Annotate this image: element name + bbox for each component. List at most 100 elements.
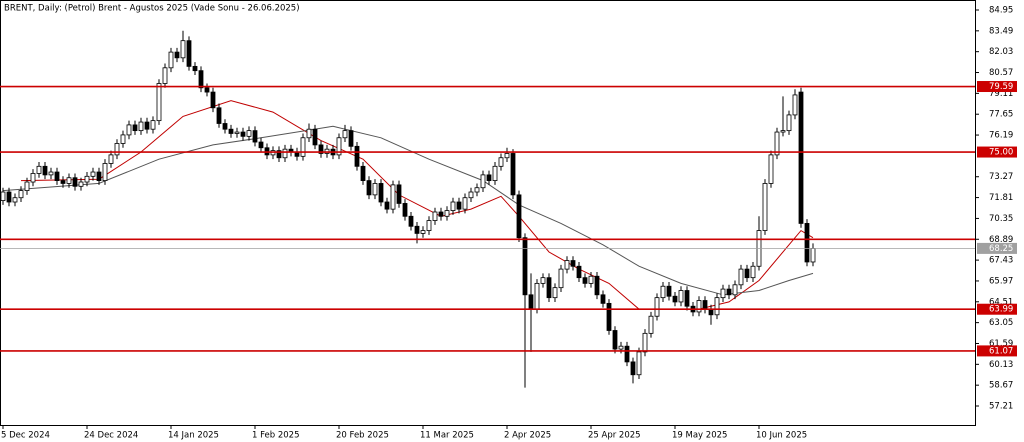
candle-body <box>678 290 684 303</box>
candle-body <box>216 107 222 124</box>
level-badge <box>977 303 1017 315</box>
candle-body <box>558 268 564 289</box>
candle-body <box>468 191 474 199</box>
last-price-badge <box>977 242 1017 254</box>
candle-body <box>108 154 114 164</box>
candle-body <box>162 67 168 84</box>
candle-body <box>180 40 186 59</box>
candle-body <box>666 285 672 297</box>
candle-body <box>132 124 138 132</box>
candle-body <box>312 128 318 146</box>
candle-body <box>36 165 42 174</box>
candle-body <box>6 191 12 203</box>
level-badge <box>977 146 1017 158</box>
candle-body <box>420 230 426 234</box>
candle-body <box>354 145 360 167</box>
candle-body <box>384 201 390 210</box>
candle-body <box>726 288 732 296</box>
candle-body <box>576 265 582 279</box>
candle-body <box>630 361 636 376</box>
candle-body <box>744 268 750 279</box>
candle-body <box>246 130 252 137</box>
candle-body <box>0 191 6 201</box>
y-tick-label: 63.05 <box>989 318 1013 328</box>
candle-body <box>642 332 648 353</box>
candle-body <box>30 173 36 183</box>
candle-body <box>102 163 108 181</box>
y-tick-label: 71.81 <box>989 193 1013 203</box>
x-tick-label: 2 Apr 2025 <box>504 431 551 441</box>
candle-body <box>714 297 720 316</box>
candle-body <box>150 120 156 130</box>
candle-body <box>768 154 774 184</box>
candle-body <box>78 181 84 187</box>
candle-body <box>126 124 132 136</box>
candle-body <box>564 260 570 270</box>
candle-body <box>48 171 54 176</box>
candle-body <box>396 184 402 204</box>
candle-body <box>366 180 372 196</box>
candle-body <box>114 143 120 156</box>
y-tick-label: 67.43 <box>989 256 1013 266</box>
candle-body <box>600 294 606 304</box>
candle-body <box>372 183 378 196</box>
y-tick-label: 79.11 <box>989 89 1013 99</box>
candle-body <box>66 177 72 184</box>
candle-body <box>426 220 432 231</box>
candle-body <box>72 177 78 187</box>
candle-body <box>474 187 480 193</box>
candle-body <box>342 130 348 139</box>
candle-body <box>300 137 306 157</box>
candle-body <box>156 83 162 122</box>
candle-body <box>414 225 420 234</box>
candle-body <box>210 91 216 109</box>
candle-body <box>636 351 642 376</box>
y-tick-label: 82.03 <box>989 47 1013 57</box>
candle-body <box>348 130 354 147</box>
candle-body <box>528 294 534 310</box>
candle-body <box>174 51 180 59</box>
candle-body <box>522 237 528 296</box>
candle-body <box>24 181 30 191</box>
candle-body <box>510 153 516 196</box>
candle-body <box>738 268 744 286</box>
candle-body <box>780 130 786 133</box>
candle-body <box>612 330 618 350</box>
x-tick-label: 24 Dec 2024 <box>84 431 138 441</box>
candle-body <box>684 290 690 307</box>
candle-body <box>306 128 312 139</box>
level-label: 79.59 <box>989 82 1013 92</box>
moving-average <box>20 100 814 310</box>
candle-body <box>42 165 48 176</box>
level-label: 61.07 <box>989 346 1013 356</box>
x-tick-label: 20 Feb 2025 <box>336 431 389 441</box>
candle-body <box>804 223 810 263</box>
candle-body <box>540 277 546 284</box>
candle-body <box>402 203 408 217</box>
candle-body <box>588 275 594 284</box>
y-tick-label: 68.89 <box>989 235 1013 245</box>
candle-body <box>480 174 486 189</box>
level-badge <box>977 81 1017 93</box>
candle-body <box>336 137 342 156</box>
candle-body <box>774 131 780 156</box>
candle-body <box>12 197 18 203</box>
candle-body <box>432 211 438 221</box>
candle-body <box>228 128 234 134</box>
candle-body <box>660 285 666 299</box>
candle-body <box>234 131 240 134</box>
candle-body <box>90 171 96 177</box>
candle-body <box>96 171 102 181</box>
candle-body <box>360 165 366 181</box>
candle-body <box>606 302 612 331</box>
candle-body <box>192 65 198 72</box>
plot-frame <box>0 0 976 426</box>
y-tick-label: 60.13 <box>989 360 1013 370</box>
candle-body <box>282 148 288 159</box>
candle-body <box>582 277 588 284</box>
level-label: 75.00 <box>989 148 1013 158</box>
candle-body <box>438 211 444 217</box>
y-tick-label: 70.35 <box>989 214 1013 224</box>
candle-body <box>450 201 456 211</box>
